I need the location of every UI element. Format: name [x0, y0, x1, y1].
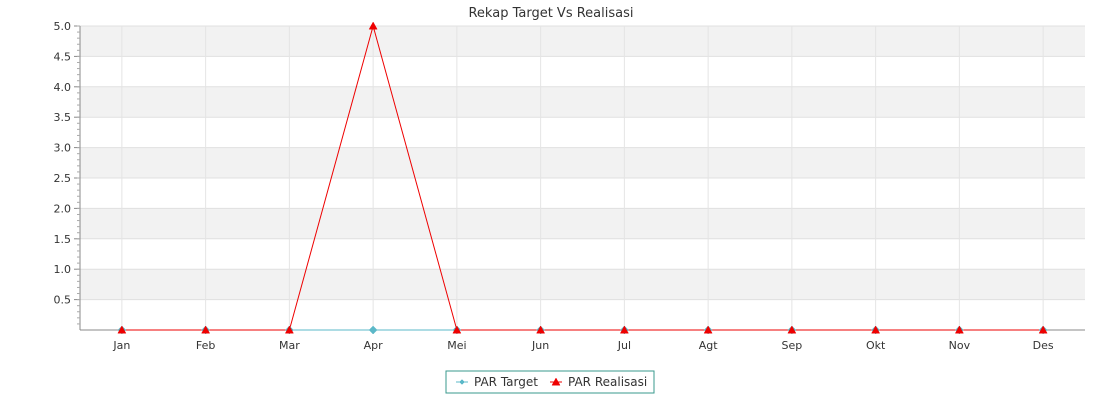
data-point: [201, 325, 211, 334]
plot-band: [80, 208, 1085, 239]
plot-band: [80, 26, 1085, 57]
plot-bands: [80, 26, 1085, 300]
y-tick-label: 2.0: [54, 202, 72, 215]
legend-marker: [551, 377, 561, 386]
x-tick-label: Apr: [364, 339, 384, 352]
x-tick-label: Des: [1033, 339, 1054, 352]
series-2-markers: [117, 21, 1048, 334]
x-tick-label: Agt: [699, 339, 719, 352]
plot-band: [80, 86, 1085, 118]
data-point: [954, 325, 964, 334]
legend-label: PAR Realisasi: [568, 375, 647, 389]
data-point: [536, 325, 546, 334]
y-tick-label: 1.5: [54, 233, 72, 246]
x-tick-label: Jan: [112, 339, 130, 352]
y-tick-label: 0.5: [54, 294, 72, 307]
series-line: [121, 24, 1044, 331]
x-tick-label: Mar: [279, 339, 300, 352]
y-tick-label: 4.5: [54, 50, 72, 63]
plot-band: [80, 269, 1085, 300]
chart-title: Rekap Target Vs Realisasi: [468, 6, 633, 21]
legend-label: PAR Target: [474, 375, 538, 389]
data-point: [117, 325, 127, 334]
x-tick-label: Okt: [866, 339, 886, 352]
x-tick-label: Sep: [782, 339, 803, 352]
data-point: [703, 325, 713, 334]
x-tick-label: Jul: [617, 339, 631, 352]
legend-marker: [459, 379, 465, 385]
series-layer: [117, 21, 1048, 335]
legend-item: PAR Realisasi: [550, 375, 647, 389]
x-tick-label: Nov: [949, 339, 971, 352]
data-point: [284, 325, 294, 334]
data-point: [452, 325, 462, 334]
legend-item: PAR Target: [456, 375, 538, 389]
x-tick-label: Jun: [531, 339, 549, 352]
data-point: [1038, 325, 1048, 334]
y-axis-ticks: 0.5 1.0 1.5 2.0 2.5 3.0 3.5 4.0 4.5 5.0: [54, 20, 80, 325]
data-point: [871, 325, 881, 334]
grid-lines: [80, 25, 1085, 330]
y-tick-label: 5.0: [54, 20, 72, 33]
data-point: [787, 325, 797, 334]
y-tick-label: 1.0: [54, 263, 72, 276]
y-tick-label: 4.0: [54, 81, 72, 94]
y-tick-label: 2.5: [54, 172, 72, 185]
x-tick-label: Feb: [196, 339, 215, 352]
data-point: [368, 325, 378, 335]
legend: PAR Target PAR Realisasi: [445, 370, 655, 394]
y-tick-label: 3.5: [54, 111, 72, 124]
data-point: [368, 21, 378, 30]
data-point: [619, 325, 629, 334]
y-tick-label: 3.0: [54, 142, 72, 155]
x-axis-ticks: Jan Feb Mar Apr Mei Jun Jul Agt Sep Okt Nov Des: [112, 330, 1054, 352]
series-2: [121, 24, 1044, 331]
x-tick-label: Mei: [447, 339, 466, 352]
plot-band: [80, 147, 1085, 178]
